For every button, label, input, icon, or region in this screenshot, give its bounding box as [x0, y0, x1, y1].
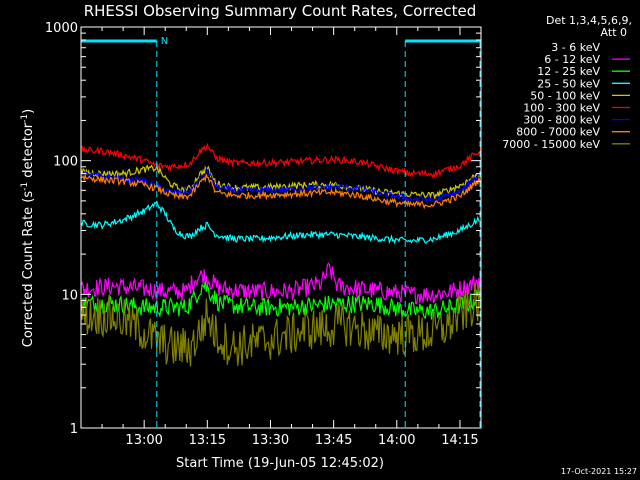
series-line-1	[81, 262, 481, 305]
series-2	[81, 281, 481, 320]
legend-attenuator: Att 0	[601, 26, 627, 39]
series-line-3	[81, 200, 481, 245]
legend-detectors: Det 1,3,4,5,6,9,	[546, 14, 632, 27]
x-tick-label-3: 13:45	[315, 433, 352, 448]
y-axis-label: Corrected Count Rate (s-1 detector-1)	[20, 109, 36, 347]
series-layer	[81, 142, 481, 428]
plot-frame	[80, 26, 482, 429]
series-5	[81, 142, 481, 179]
y-axis-label-mid: detector	[21, 122, 36, 182]
legend-label-2: 12 - 25 keV	[537, 65, 600, 78]
y-axis-label-end: )	[21, 109, 36, 114]
legend-label-4: 50 - 100 keV	[530, 89, 600, 102]
series-1	[81, 262, 481, 305]
series-0	[81, 329, 481, 428]
series-line-8	[81, 279, 481, 367]
series-3	[81, 200, 481, 245]
y-tick-label-2: 100	[53, 155, 78, 170]
series-line-6	[81, 166, 481, 203]
series-line-2	[81, 281, 481, 320]
series-line-0	[81, 329, 481, 428]
legend-label-5: 100 - 300 keV	[523, 102, 600, 115]
y-axis-label-sup1: -1	[20, 182, 30, 191]
legend-label-3: 25 - 50 keV	[537, 77, 600, 90]
x-tick-label-5: 14:15	[441, 433, 478, 448]
event-layer: N	[81, 36, 481, 428]
series-line-7	[81, 173, 481, 210]
legend-label-1: 6 - 12 keV	[544, 53, 600, 66]
legend-label-6: 300 - 800 keV	[523, 114, 600, 127]
x-tick-label-0: 13:00	[125, 433, 162, 448]
y-tick-label-3: 1000	[45, 21, 78, 36]
x-axis-label: Start Time (19-Jun-05 12:45:02)	[176, 456, 384, 471]
y-tick-label-1: 10	[61, 288, 78, 303]
legend-label-0: 3 - 6 keV	[551, 41, 600, 54]
night-marker-label: N	[161, 36, 168, 47]
y-axis-label-sup2: -1	[20, 114, 30, 123]
series-8	[81, 279, 481, 367]
legend-label-7: 800 - 7000 keV	[516, 126, 600, 139]
series-line-5	[81, 142, 481, 179]
legend-label-8: 7000 - 15000 keV	[502, 138, 600, 151]
footer-date: 17-Oct-2021 15:27	[561, 467, 637, 476]
series-6	[81, 166, 481, 203]
x-tick-label-4: 14:00	[378, 433, 415, 448]
y-axis-label-main: Corrected Count Rate (s	[21, 191, 36, 348]
x-tick-label-2: 13:30	[252, 433, 289, 448]
tick-layer: 13:00 13:15 13:30 13:45 14:00 14:15 1 10 100 1000	[45, 21, 481, 448]
x-tick-label-1: 13:15	[189, 433, 226, 448]
chart-title: RHESSI Observing Summary Count Rates, Co…	[84, 2, 477, 20]
y-tick-label-0: 1	[70, 422, 78, 437]
series-7	[81, 173, 481, 210]
